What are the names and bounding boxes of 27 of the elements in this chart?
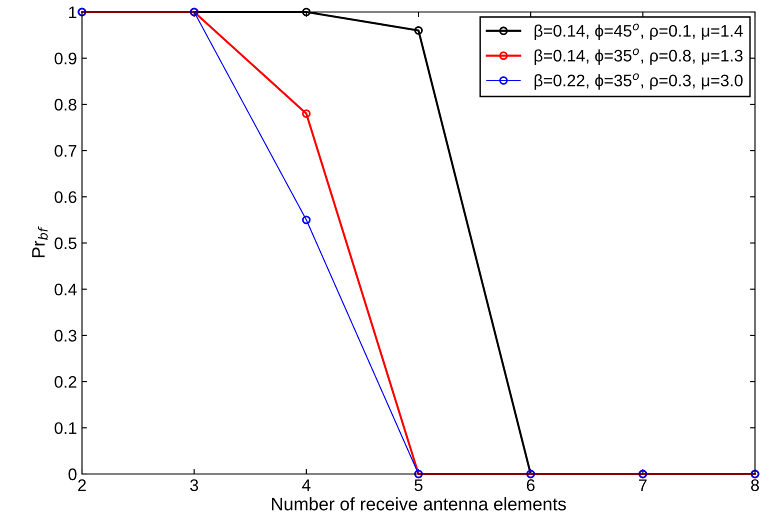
y-tick-label: 0.4: [54, 284, 77, 296]
y-tick-label: 0: [68, 468, 76, 480]
x-tick-label: 6: [526, 479, 535, 492]
x-tick-label: 5: [414, 479, 422, 492]
legend-label: β=0.14, ϕ=45$^{o}$, ρ=0.1, μ=1.4: [534, 24, 743, 40]
x-tick-label: 3: [190, 479, 198, 492]
y-tick-label: 1: [69, 6, 76, 18]
x-tick-label: 7: [639, 479, 647, 491]
legend-label: β=0.14, ϕ=35$^{o}$, ρ=0.8, μ=1.3: [534, 48, 743, 65]
x-axis-title: Number of receive antenna elements: [272, 497, 566, 510]
x-tick-label: 2: [78, 479, 86, 491]
y-tick-label: 0.7: [54, 145, 76, 157]
y-tick-label: 0.1: [54, 422, 76, 434]
y-tick-label: 0.3: [54, 330, 76, 342]
point: [302, 109, 311, 118]
x-tick-label: 8: [751, 479, 759, 492]
point: [414, 26, 423, 35]
y-axis-title: Pr$_{bf}$: [32, 226, 48, 258]
y-tick-label: 0.9: [54, 52, 76, 64]
x-tick-label: 4: [302, 479, 310, 491]
y-tick-label: 0.2: [54, 376, 76, 388]
y-tick-label: 0.5: [54, 237, 76, 250]
y-tick-label: 0.8: [54, 98, 76, 111]
point: [302, 216, 311, 224]
y-tick-label: 0.6: [54, 191, 76, 204]
legend-label: β=0.22, ϕ=35$^{o}$, ρ=0.3, μ=3.0: [534, 73, 743, 90]
point: [302, 8, 311, 16]
